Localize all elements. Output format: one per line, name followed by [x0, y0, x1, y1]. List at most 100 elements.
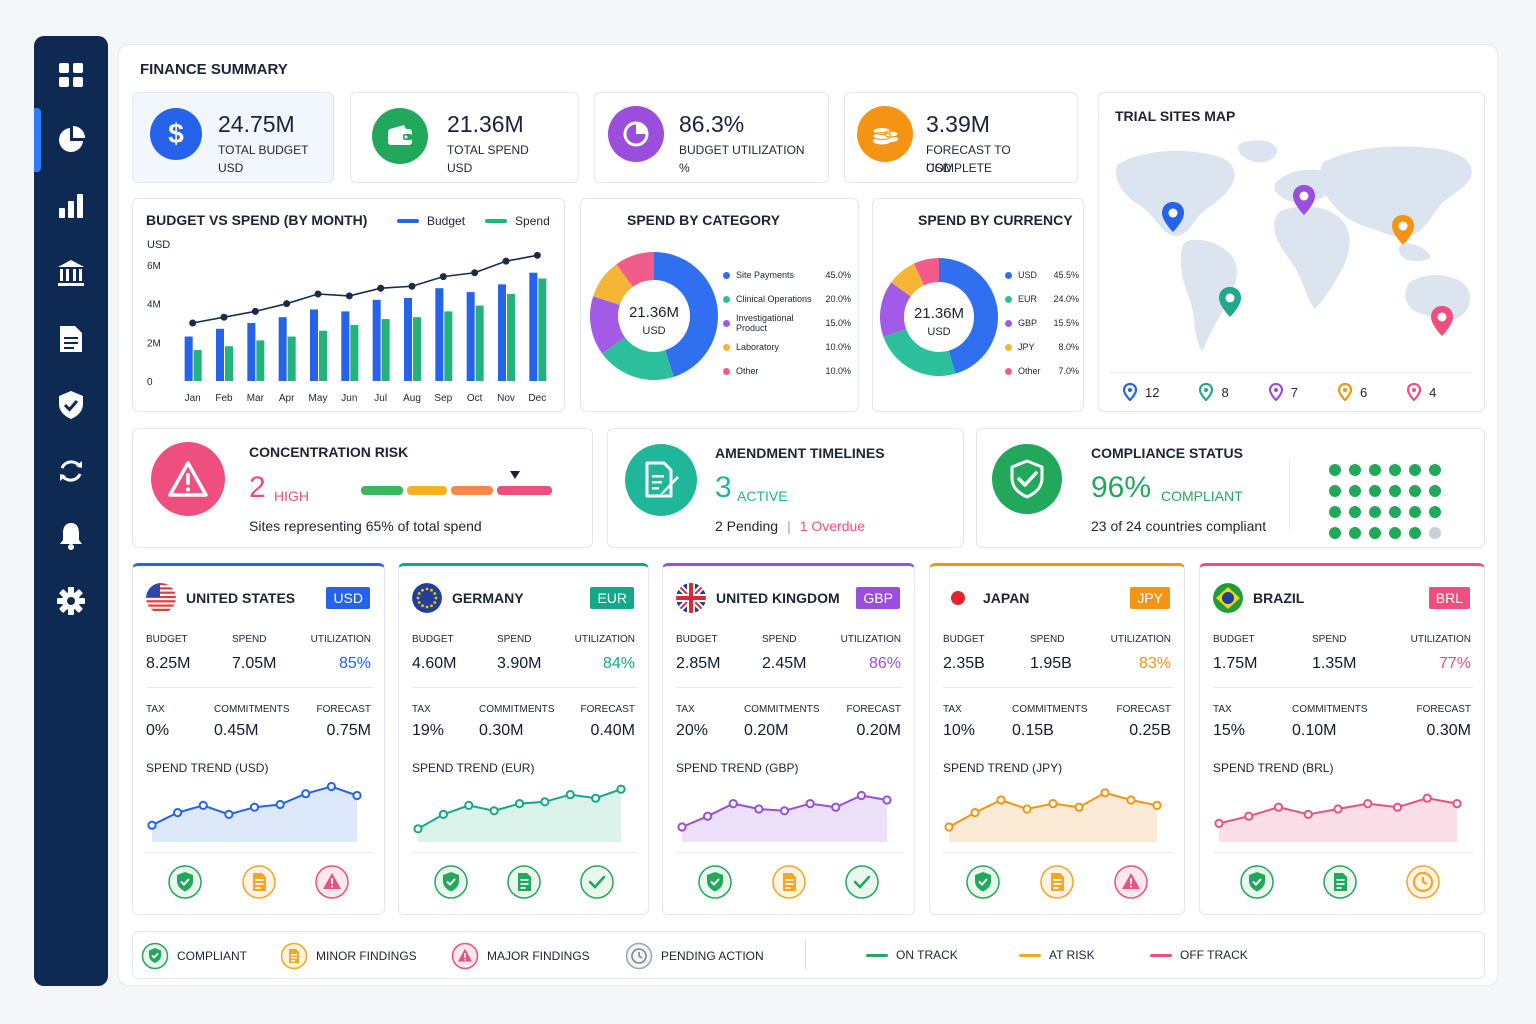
trend-point[interactable]	[275, 799, 285, 810]
trend-point[interactable]	[1452, 799, 1462, 809]
compliant-icon[interactable]	[434, 865, 468, 899]
kpi-card-total-budget[interactable]: $ 24.75M TOTAL BUDGET USD	[132, 92, 334, 183]
trend-point[interactable]	[882, 795, 892, 805]
amend-overdue[interactable]: 1 Overdue	[799, 518, 866, 534]
compliant-icon[interactable]	[698, 865, 732, 899]
cumulative-point[interactable]	[471, 269, 479, 277]
compliant-icon[interactable]	[1240, 865, 1274, 899]
bell-icon[interactable]	[54, 519, 88, 553]
donut-slice[interactable]	[590, 296, 625, 354]
spend-bar[interactable]	[538, 278, 547, 381]
country-card[interactable]: JAPAN JPY BUDGET 2.35B SPEND 1.95B UTILIZATION…	[929, 563, 1185, 915]
trend-point[interactable]	[779, 806, 790, 816]
budget-bar[interactable]	[310, 309, 318, 381]
compliant-icon[interactable]	[168, 865, 202, 899]
trend-point[interactable]	[1126, 795, 1136, 805]
site-count[interactable]: 8	[1199, 383, 1229, 401]
legend-row[interactable]: Investigational Product 15.0%	[723, 311, 851, 335]
world-map[interactable]	[1109, 133, 1479, 363]
cumulative-point[interactable]	[251, 307, 259, 315]
legend-row[interactable]: Laboratory 10.0%	[723, 335, 851, 359]
shield-check-icon[interactable]	[54, 388, 88, 422]
trend-point[interactable]	[856, 790, 866, 801]
budget-bar[interactable]	[247, 323, 256, 381]
budget-bar[interactable]	[372, 299, 381, 381]
trend-point[interactable]	[1273, 802, 1284, 812]
trend-point[interactable]	[1074, 802, 1084, 812]
spend-bar[interactable]	[193, 350, 202, 381]
compliant-icon[interactable]	[966, 865, 1000, 899]
budget-bar[interactable]	[435, 288, 444, 381]
legend-row[interactable]: EUR 24.0%	[1005, 287, 1079, 311]
trend-point[interactable]	[728, 799, 738, 809]
donut-slice[interactable]	[913, 258, 939, 286]
donut-slice[interactable]	[939, 258, 998, 374]
cumulative-point[interactable]	[283, 300, 291, 308]
trend-point[interactable]	[1303, 809, 1313, 820]
budget-bar[interactable]	[278, 317, 287, 381]
trend-point[interactable]	[754, 804, 764, 814]
map-pin-purple[interactable]	[1292, 184, 1316, 216]
trend-point[interactable]	[1422, 793, 1432, 803]
map-pin-orange[interactable]	[1391, 214, 1415, 246]
donut-slice[interactable]	[654, 252, 718, 377]
cumulative-point[interactable]	[408, 282, 416, 290]
kpi-card-budget-utilization[interactable]: 86.3% BUDGET UTILIZATION %	[594, 92, 829, 183]
spend-bar[interactable]	[413, 317, 421, 381]
cumulative-point[interactable]	[439, 273, 447, 281]
map-pin-pink[interactable]	[1430, 305, 1454, 337]
document-ok-icon[interactable]	[507, 865, 541, 899]
cumulative-point[interactable]	[189, 319, 197, 327]
trend-point[interactable]	[970, 808, 980, 818]
donut-slice[interactable]	[880, 282, 911, 337]
kpi-card-total-spend[interactable]: 21.36M TOTAL SPEND USD	[350, 92, 579, 183]
donut-slice[interactable]	[602, 337, 674, 380]
map-pin-blue[interactable]	[1161, 201, 1185, 233]
country-card[interactable]: BRAZIL BRL BUDGET 1.75M SPEND 1.35M UTILIZATIO…	[1199, 563, 1485, 915]
cumulative-point[interactable]	[533, 251, 541, 259]
legend-row[interactable]: JPY 8.0%	[1005, 335, 1079, 359]
spend-bar[interactable]	[444, 311, 453, 381]
trend-point[interactable]	[224, 809, 234, 820]
legend-row[interactable]: Other 7.0%	[1005, 359, 1079, 383]
trend-point[interactable]	[831, 802, 841, 812]
minor-findings-icon[interactable]	[242, 865, 276, 899]
budget-bar[interactable]	[404, 297, 412, 381]
pie-chart-icon[interactable]	[54, 123, 88, 157]
trend-point[interactable]	[326, 781, 336, 792]
country-card[interactable]: UNITED STATES USD BUDGET 8.25M SPEND 7.05M UTI…	[132, 563, 385, 915]
trend-point[interactable]	[1363, 799, 1373, 809]
trend-point[interactable]	[677, 822, 687, 832]
trend-point[interactable]	[1022, 804, 1032, 814]
spend-bar[interactable]	[256, 340, 265, 381]
cumulative-point[interactable]	[377, 284, 385, 292]
spend-bar[interactable]	[507, 294, 515, 381]
spend-bar[interactable]	[381, 319, 390, 381]
donut-slice[interactable]	[883, 328, 956, 376]
trend-point[interactable]	[514, 799, 525, 809]
check-icon[interactable]	[845, 865, 879, 899]
trend-point[interactable]	[540, 797, 550, 807]
legend-row[interactable]: USD 45.5%	[1005, 263, 1079, 287]
trend-point[interactable]	[173, 808, 183, 818]
bar-chart-icon[interactable]	[54, 189, 88, 223]
refresh-icon[interactable]	[54, 454, 88, 488]
donut-slice[interactable]	[593, 264, 633, 305]
legend-row[interactable]: Other 10.0%	[723, 359, 851, 383]
trend-point[interactable]	[1392, 802, 1403, 812]
budget-bar[interactable]	[498, 284, 506, 381]
trend-point[interactable]	[489, 806, 499, 816]
budget-bar[interactable]	[184, 336, 193, 381]
spend-bar[interactable]	[225, 346, 233, 381]
trend-point[interactable]	[198, 800, 208, 810]
trend-point[interactable]	[1100, 788, 1110, 798]
donut-slice[interactable]	[616, 252, 654, 287]
trend-point[interactable]	[591, 793, 601, 803]
grid-icon[interactable]	[54, 58, 88, 92]
major-findings-icon[interactable]	[1114, 865, 1148, 899]
trend-point[interactable]	[996, 795, 1006, 805]
cumulative-point[interactable]	[220, 313, 228, 321]
check-icon[interactable]	[580, 865, 614, 899]
trend-point[interactable]	[565, 790, 575, 800]
cumulative-point[interactable]	[314, 290, 322, 298]
